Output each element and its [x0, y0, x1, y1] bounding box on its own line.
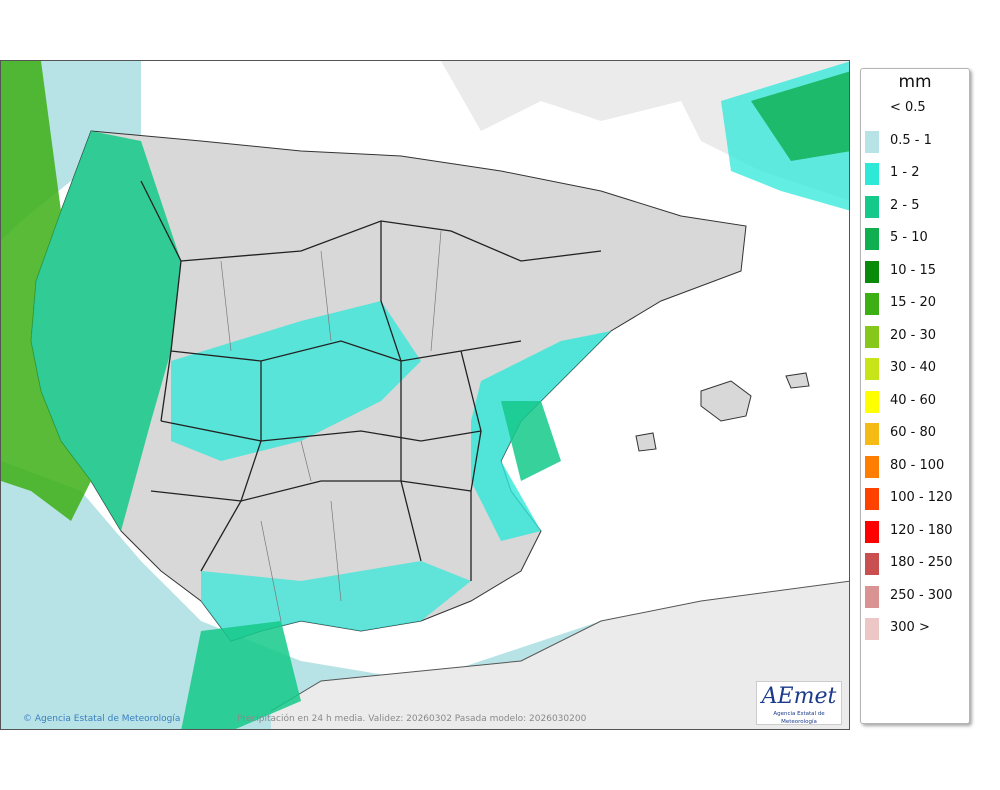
legend-label: 5 - 10: [890, 230, 928, 245]
legend-label: 180 - 250: [890, 555, 953, 570]
legend-item: 2 - 5: [861, 192, 969, 225]
legend-item: 1 - 2: [861, 159, 969, 192]
legend-swatch: [865, 130, 879, 153]
border-vertical-west: [200, 361, 262, 572]
legend-label: 15 - 20: [890, 295, 937, 310]
legend-swatch: [865, 358, 879, 380]
province-border: [260, 520, 282, 622]
precip-1-2-central: [171, 301, 421, 461]
precip-2-5-west: [31, 131, 181, 531]
legend-label: 2 - 5: [890, 197, 920, 213]
legend-label: 100 - 120: [890, 490, 953, 505]
legend-label: 30 - 40: [890, 360, 937, 375]
legend-item: 80 - 100: [861, 452, 969, 485]
aemet-credit: © Agencia Estatal de Meteorología: [23, 714, 180, 724]
legend-item: 15 - 20: [861, 289, 969, 322]
border-centre-south: [150, 480, 472, 502]
map-caption: Precipitación en 24 h media. Validez: 20…: [237, 714, 587, 724]
legend-swatch: [865, 585, 879, 608]
legend-label: 20 - 30: [890, 327, 937, 343]
credit-text: Agencia Estatal de Meteorología: [34, 714, 181, 724]
legend-item: 120 - 180: [861, 517, 969, 550]
legend-label: 60 - 80: [890, 425, 937, 440]
legend-label: 300 >: [890, 620, 930, 635]
legend-item: 5 - 10: [861, 224, 969, 257]
legend-swatch: [865, 325, 879, 348]
copyright-icon: ©: [23, 714, 32, 724]
legend-item: 30 - 40: [861, 354, 969, 387]
aemet-logo: AEmet Agencia Estatal de Meteorología: [756, 681, 842, 725]
legend-rows: < 0.5 0.5 - 1 1 - 2 2 - 5 5 - 10 10 - 15 15 - …: [861, 94, 969, 647]
precip-5-10-gulf-lion: [751, 71, 849, 161]
legend-swatch: [865, 488, 879, 510]
logo-word: AEmet: [761, 684, 837, 709]
legend-item: 10 - 15: [861, 257, 969, 290]
legend-swatch: [865, 390, 879, 413]
legend-swatch: [865, 520, 879, 543]
province-borders: [220, 230, 442, 622]
legend-swatch: [865, 260, 879, 283]
land-menorca: [785, 372, 810, 389]
precip-2-5-valencia: [501, 401, 561, 481]
land-africa: [271, 581, 849, 729]
legend-item: 60 - 80: [861, 419, 969, 452]
legend-item: 180 - 250: [861, 549, 969, 582]
land-mallorca: [700, 380, 752, 422]
province-border: [430, 230, 442, 352]
border-vertical-levante: [460, 350, 482, 581]
precip-1-2-south: [201, 561, 471, 641]
legend-item: 250 - 300: [861, 582, 969, 615]
precip-2-5-gibraltar: [181, 621, 301, 729]
legend-swatch: [865, 423, 879, 445]
land-ibiza: [635, 432, 657, 452]
border-centre: [160, 420, 482, 442]
legend-label: 120 - 180: [890, 522, 953, 538]
map-canvas: [1, 61, 849, 729]
border-portugal-spain: [140, 180, 182, 422]
legend-label: < 0.5: [890, 100, 926, 115]
border-vertical-east: [380, 221, 422, 562]
province-border: [320, 250, 332, 342]
legend-item: 20 - 30: [861, 322, 969, 355]
legend-swatch: [865, 293, 879, 315]
legend-label: 80 - 100: [890, 457, 945, 473]
legend-label: 250 - 300: [890, 587, 953, 603]
province-border: [220, 260, 232, 352]
precip-1-2-east: [471, 331, 611, 541]
province-border: [300, 440, 312, 482]
legend-swatch: [865, 228, 879, 250]
legend-item: 40 - 60: [861, 387, 969, 420]
legend-swatch: [865, 163, 879, 185]
legend-unit: mm: [898, 72, 932, 92]
legend-label: 1 - 2: [890, 165, 920, 180]
legend-item: 300 >: [861, 614, 969, 647]
precip-15-20-atlantic: [1, 61, 91, 521]
legend-swatch: [865, 455, 879, 478]
legend-label: 10 - 15: [890, 262, 937, 278]
legend-swatch: [865, 553, 879, 575]
logo-subtitle: Agencia Estatal de Meteorología: [773, 711, 825, 725]
legend-swatch: [865, 618, 879, 640]
legend-label: 0.5 - 1: [890, 132, 932, 148]
legend-item: < 0.5: [861, 94, 969, 127]
legend-item: 100 - 120: [861, 484, 969, 517]
precipitation-map: © Agencia Estatal de Meteorología Precip…: [0, 60, 850, 730]
legend-swatch: [865, 195, 879, 218]
region-borders: [140, 180, 602, 581]
africa-coast: [270, 580, 849, 712]
border-north: [180, 220, 602, 262]
border-centre-north: [170, 340, 522, 362]
legend-item: 0.5 - 1: [861, 127, 969, 160]
legend-panel: mm < 0.5 0.5 - 1 1 - 2 2 - 5 5 - 10 10 - 15 15…: [860, 68, 970, 724]
legend-label: 40 - 60: [890, 392, 937, 408]
province-border: [330, 500, 342, 602]
